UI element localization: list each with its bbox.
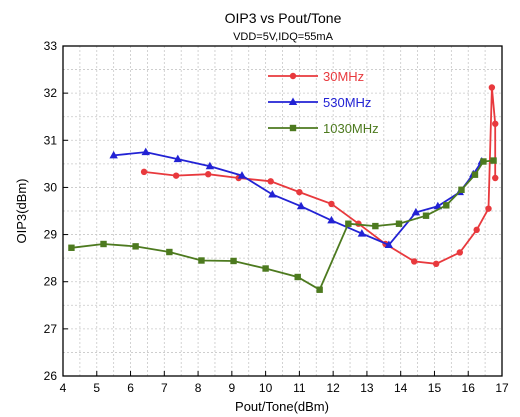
data-point — [327, 215, 336, 224]
data-point — [141, 147, 150, 156]
y-tick-label: 29 — [44, 228, 58, 242]
y-tick-label: 30 — [44, 180, 58, 194]
series-line — [113, 151, 483, 246]
x-tick-label: 5 — [93, 381, 100, 395]
data-point — [485, 205, 492, 212]
x-tick-label: 12 — [326, 381, 340, 395]
data-point — [262, 265, 269, 272]
data-point — [237, 171, 247, 179]
data-point — [384, 240, 394, 248]
legend-label: 530MHz — [323, 95, 371, 110]
data-point — [230, 257, 237, 265]
legend-item: 530MHz — [268, 95, 371, 110]
data-point — [205, 161, 215, 170]
x-tick-label: 17 — [495, 381, 509, 395]
y-tick-label: 27 — [44, 322, 58, 336]
data-point — [345, 220, 352, 227]
legend-marker — [289, 72, 297, 80]
series-line — [143, 87, 497, 265]
x-tick-label: 10 — [259, 381, 273, 395]
data-point — [109, 150, 118, 159]
data-point — [473, 226, 480, 234]
data-point — [198, 257, 205, 264]
data-point — [458, 186, 465, 193]
data-point — [296, 201, 306, 210]
y-tick-label: 33 — [44, 39, 58, 53]
data-point — [411, 207, 421, 216]
x-tick-label: 16 — [462, 381, 476, 395]
data-point — [205, 171, 212, 178]
y-axis-label: OIP3(dBm) — [14, 178, 29, 243]
data-point — [140, 168, 148, 176]
data-point — [294, 273, 301, 281]
data-point — [372, 222, 379, 230]
data-point — [68, 244, 75, 251]
legend-label: 30MHz — [323, 69, 364, 84]
data-point — [357, 229, 367, 237]
series-530mhz — [109, 147, 486, 248]
data-point — [422, 212, 430, 219]
data-point — [492, 120, 499, 127]
x-tick-label: 15 — [428, 381, 442, 395]
data-point — [166, 248, 173, 256]
data-point — [443, 202, 450, 209]
data-point — [328, 200, 335, 208]
data-point — [395, 220, 403, 227]
legend-item: 30MHz — [268, 69, 364, 84]
data-point — [490, 157, 497, 164]
data-point — [173, 154, 183, 163]
data-point — [132, 243, 139, 250]
x-tick-label: 9 — [229, 381, 236, 395]
plot-frame — [62, 45, 503, 377]
x-tick-label: 13 — [360, 381, 374, 395]
data-point — [411, 258, 418, 265]
x-tick-label: 14 — [394, 381, 408, 395]
data-point — [432, 260, 440, 267]
series-layer — [68, 84, 499, 293]
data-point — [267, 178, 274, 185]
data-point — [471, 171, 479, 178]
x-tick-label: 8 — [195, 381, 202, 395]
series-1030mhz — [68, 157, 497, 293]
x-tick-label: 7 — [161, 381, 168, 395]
x-axis-label: Pout/Tone(dBm) — [235, 399, 329, 414]
y-tick-label: 31 — [44, 133, 58, 147]
data-point — [488, 84, 496, 91]
y-tick-label: 26 — [44, 369, 58, 383]
legend-marker — [289, 124, 297, 132]
data-point — [316, 286, 323, 293]
x-tick-label: 11 — [293, 381, 306, 395]
data-point — [268, 190, 277, 198]
x-tick-label: 4 — [60, 381, 67, 395]
chart-subtitle: VDD=5V,IDQ=55mA — [233, 31, 334, 43]
series-30mhz — [140, 84, 499, 267]
legend-marker — [288, 97, 298, 105]
data-point — [492, 174, 499, 182]
y-tick-label: 32 — [44, 86, 58, 100]
data-point — [172, 172, 180, 179]
data-point — [480, 158, 487, 165]
chart-title: OIP3 vs Pout/Tone — [225, 10, 342, 26]
data-point — [433, 201, 443, 210]
axis-ticks: 4 5 6 7 8 9 10 11 12 13 14 15 16 17 26 27 28 29 30 31 32 33 — [44, 39, 509, 395]
legend: 30MHz 530MHz 1030MHz — [268, 69, 379, 136]
data-point — [296, 188, 303, 196]
legend-item: 1030MHz — [268, 121, 379, 136]
y-tick-label: 28 — [44, 275, 58, 289]
data-point — [100, 240, 107, 248]
legend-label: 1030MHz — [323, 121, 379, 136]
x-tick-label: 6 — [127, 381, 134, 395]
data-point — [456, 249, 463, 256]
grid-lines — [63, 46, 502, 376]
